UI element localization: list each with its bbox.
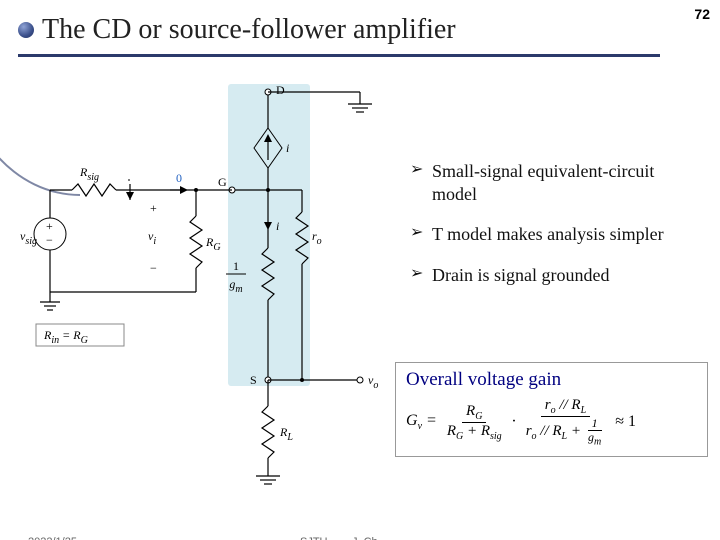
label-vi: vi [148, 229, 156, 247]
label-Rsig: Rsig [79, 165, 99, 183]
footer-author: J. Ch… [352, 536, 389, 540]
bullet-item: Small-signal equivalent-circuit model [410, 160, 700, 205]
svg-text:−: − [150, 261, 157, 275]
label-1gm-num: 1 [233, 259, 239, 273]
svg-text:−: − [46, 233, 53, 247]
slide-title: The CD or source-follower amplifier [42, 14, 456, 46]
svg-text:+: + [46, 219, 53, 233]
bullet-list: Small-signal equivalent-circuit model T … [410, 160, 700, 304]
label-RG: RG [205, 235, 221, 253]
footer-date: 2022/1/25 [28, 536, 77, 540]
svg-text:+: + [150, 201, 157, 215]
title-bullet-ball [18, 22, 34, 38]
label-D: D [276, 83, 285, 97]
label-ro: ro [312, 229, 322, 247]
label-zero: 0 [176, 171, 182, 185]
footer-institution: SJTU [300, 536, 328, 540]
circuit-diagram: D i ro [20, 80, 420, 500]
label-S: S [250, 373, 257, 387]
label-i-mid: i [276, 219, 279, 233]
gain-box: Overall voltage gain Gv = RG RG + Rsig ·… [395, 362, 708, 457]
label-vo: vo [368, 373, 378, 391]
gain-heading: Overall voltage gain [406, 369, 697, 391]
page-number: 72 [694, 6, 710, 22]
bullet-item: T model makes analysis simpler [410, 223, 700, 246]
gain-formula: Gv = RG RG + Rsig · ro // RL ro // RL + … [406, 397, 697, 448]
bullet-item: Drain is signal grounded [410, 264, 700, 287]
slide: 72 The CD or source-follower amplifier D [0, 0, 720, 540]
label-RL: RL [279, 425, 293, 443]
title-bar: The CD or source-follower amplifier [18, 14, 660, 57]
label-i-top: i [286, 141, 289, 155]
label-G: G [218, 175, 227, 189]
